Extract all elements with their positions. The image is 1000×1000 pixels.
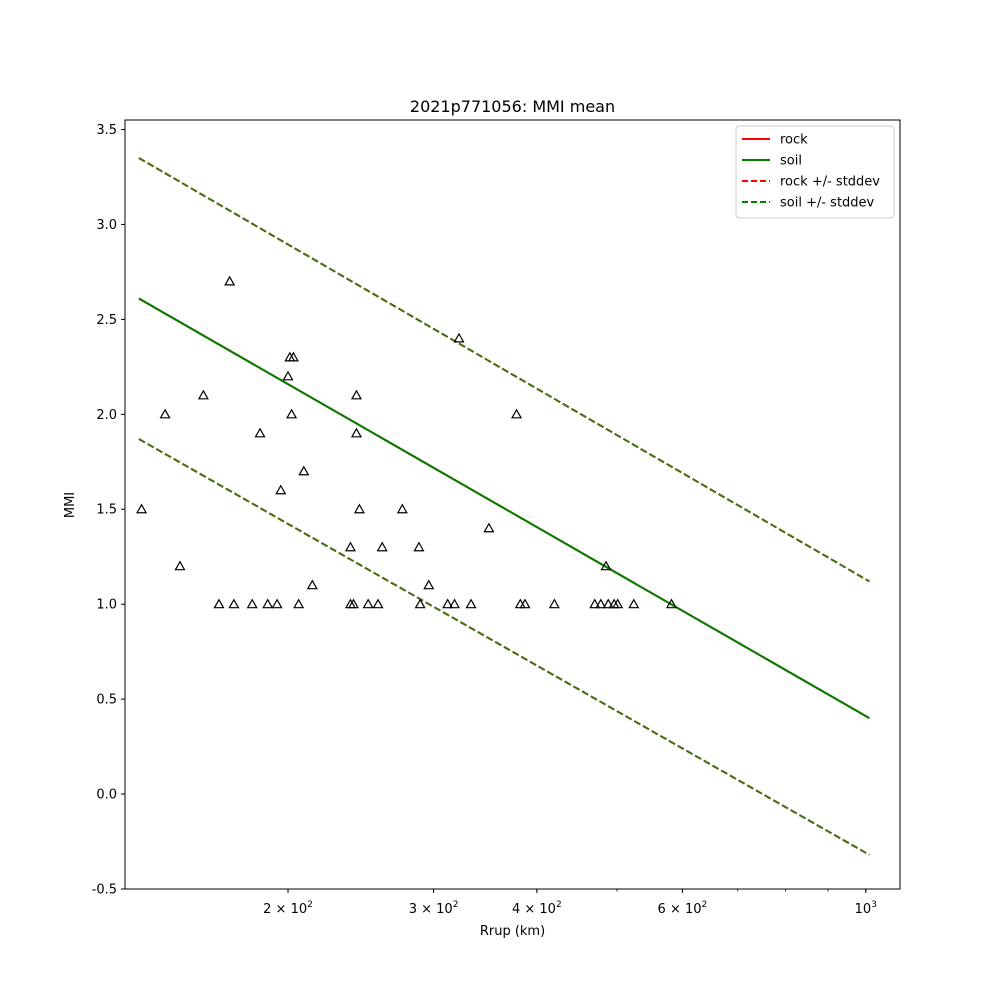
y-axis-label: MMI [63, 492, 78, 518]
series-line-soil-stddev [138, 157, 870, 583]
x-tick-label: 3 × 102 [409, 900, 459, 917]
data-point-marker [275, 484, 287, 495]
legend-box [735, 125, 895, 219]
data-point-marker [228, 598, 240, 609]
axes-frame [124, 119, 901, 890]
data-point-marker [600, 560, 612, 571]
legend-label: rock +/- stddev [780, 175, 880, 190]
data-point-marker [665, 598, 677, 609]
data-point-marker [197, 389, 209, 400]
data-point-marker [628, 598, 640, 609]
data-point-marker [372, 598, 384, 609]
data-point-marker [287, 351, 299, 362]
x-tick-label: 2 × 102 [263, 900, 313, 917]
y-tick-label: 1.0 [96, 598, 117, 613]
y-tick-label: 3.0 [96, 218, 117, 233]
data-point-marker [602, 598, 614, 609]
data-point-marker [548, 598, 560, 609]
data-point-marker [353, 503, 365, 514]
y-tick-label: 0.0 [96, 788, 117, 803]
data-point-marker [465, 598, 477, 609]
data-point-marker [414, 598, 426, 609]
y-tick-label: 2.0 [96, 408, 117, 423]
x-axis-label: Rrup (km) [480, 924, 545, 939]
data-point-marker [282, 370, 294, 381]
chart-title: 2021p771056: MMI mean [410, 97, 615, 116]
data-point-marker [213, 598, 225, 609]
data-point-marker [595, 598, 607, 609]
data-point-marker [347, 598, 360, 609]
data-point-marker [246, 598, 258, 609]
data-point-marker [511, 408, 523, 419]
x-tick-label: 4 × 102 [512, 900, 562, 917]
axes: -0.5 0.0 0.5 1.0 1.5 2.0 2.5 3.0 3.5 2 × 102 3 × 1… [92, 119, 901, 917]
legend: rock soil rock +/- stddev soil +/- stddev [735, 125, 895, 219]
data-point-marker [286, 408, 298, 419]
data-point-marker [254, 427, 266, 438]
data-point-marker [483, 522, 495, 533]
y-tick-label: -0.5 [92, 883, 117, 898]
data-point-marker [612, 598, 624, 609]
data-point-marker [136, 503, 148, 514]
data-point-marker [298, 465, 310, 476]
y-tick-label: 3.5 [96, 123, 117, 138]
series-line-soil [138, 297, 870, 719]
legend-label: rock [780, 133, 808, 148]
x-tick-label: 6 × 102 [658, 900, 708, 917]
data-point-marker [519, 598, 531, 609]
plot-contents [136, 157, 870, 856]
data-point-marker [262, 598, 274, 609]
data-point-marker [448, 598, 461, 609]
y-tick-label: 1.5 [96, 503, 117, 518]
data-point-marker [344, 541, 356, 552]
data-point-marker [423, 579, 435, 590]
legend-label: soil +/- stddev [780, 196, 875, 211]
data-point-marker [413, 541, 425, 552]
data-point-marker [306, 579, 318, 590]
data-point-marker [376, 541, 388, 552]
data-point-marker [362, 598, 374, 609]
data-point-marker [350, 427, 362, 438]
data-point-marker [442, 598, 454, 609]
legend-label: soil [780, 154, 802, 169]
data-point-marker [271, 598, 283, 609]
x-tick-label: 103 [855, 900, 877, 917]
data-point-marker [224, 275, 236, 286]
data-point-marker [350, 389, 362, 400]
data-point-marker [174, 560, 186, 571]
data-point-marker [159, 408, 171, 419]
data-point-marker [453, 332, 465, 343]
y-tick-label: 2.5 [96, 313, 117, 328]
data-point-marker [589, 598, 601, 609]
data-point-marker [396, 503, 408, 514]
plot-area [136, 157, 870, 856]
data-point-marker [293, 598, 305, 609]
series-line-soil-stddev [138, 438, 870, 856]
y-tick-label: 0.5 [96, 693, 117, 708]
